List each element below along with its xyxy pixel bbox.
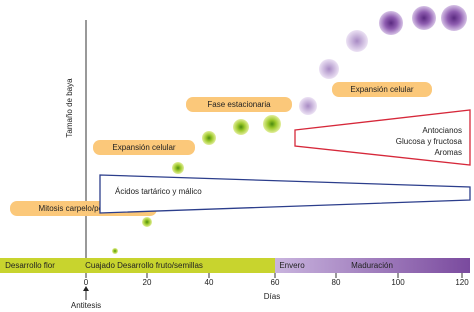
berry xyxy=(379,11,403,35)
stage-label: Expansión celular xyxy=(112,143,175,152)
phase-label: Maduración xyxy=(351,261,393,270)
accumulation-label: Glucosa y fructosa xyxy=(396,137,463,146)
berry xyxy=(202,131,216,145)
x-label: Días xyxy=(264,292,280,301)
berry xyxy=(319,59,339,79)
phase-label: Envero xyxy=(279,261,305,270)
berry xyxy=(172,162,184,174)
berry xyxy=(441,5,467,31)
stage-label: Fase estacionaria xyxy=(207,100,271,109)
berry xyxy=(346,30,368,52)
phase-label: Cuajado xyxy=(85,261,115,270)
phase-bar-green xyxy=(0,258,275,273)
phase-label: Desarrollo flor xyxy=(5,261,55,270)
acid-wedge xyxy=(99,174,471,214)
berry xyxy=(112,248,118,254)
berry xyxy=(412,6,436,30)
marker-label: Antitesis xyxy=(71,301,101,310)
berries xyxy=(112,5,467,254)
accumulation-label: Antocianos xyxy=(422,126,462,135)
berry xyxy=(142,217,152,227)
phase-label: Desarrollo fruto/semillas xyxy=(117,261,203,270)
berry xyxy=(299,97,317,115)
y-label: Tamaño de baya xyxy=(65,78,74,138)
tick-label: 120 xyxy=(455,278,469,287)
tick-label: 80 xyxy=(332,278,341,287)
berry xyxy=(263,115,281,133)
tick-label: 40 xyxy=(205,278,214,287)
tick-label: 0 xyxy=(84,278,89,287)
accumulation-label: Aromas xyxy=(434,148,462,157)
arrow-head xyxy=(83,286,89,291)
stage-pill xyxy=(332,82,432,97)
stage-pill xyxy=(186,97,292,112)
tick-label: 20 xyxy=(143,278,152,287)
x-ticks: 0 20 40 60 80 100 120 xyxy=(84,273,469,287)
berry xyxy=(233,119,249,135)
tick-label: 60 xyxy=(271,278,280,287)
stage-label: Mitosis carpelo/pericarpo xyxy=(39,204,128,213)
tick-label: 100 xyxy=(391,278,405,287)
stage-pill xyxy=(93,140,195,155)
sugar-wedge xyxy=(294,109,471,166)
phase-bar-purple xyxy=(275,258,470,273)
stage-label: Expansión celular xyxy=(350,85,413,94)
acid-label: Ácidos tartárico y málico xyxy=(115,187,202,196)
